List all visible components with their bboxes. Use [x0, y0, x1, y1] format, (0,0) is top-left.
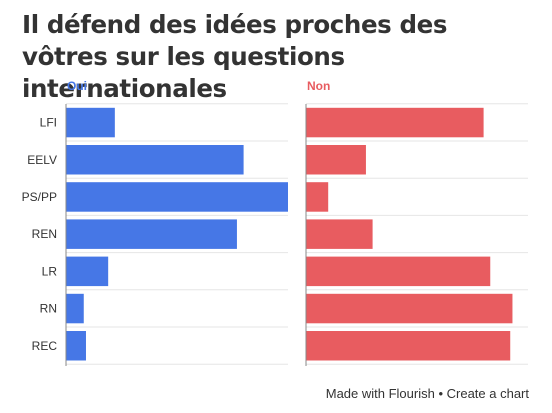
category-label: REC [32, 339, 58, 353]
chart-title: Il défend des idées proches des vôtres s… [22, 10, 448, 103]
bar-oui [66, 145, 244, 175]
bar-non [306, 182, 329, 212]
footer-separator: • [434, 386, 447, 401]
bar-non [306, 293, 513, 324]
category-label: LR [42, 264, 58, 278]
bar-oui [66, 256, 109, 287]
bar-oui [66, 182, 288, 212]
bar-oui [66, 219, 237, 249]
bar-oui [66, 331, 86, 361]
bar-non [306, 145, 366, 175]
category-label: EELV [27, 153, 57, 167]
series-header-non: Non [307, 79, 330, 93]
bar-oui [66, 107, 115, 138]
bar-non [306, 107, 484, 138]
category-label: RN [40, 302, 57, 316]
bar-non [306, 219, 373, 249]
bar-non [306, 331, 511, 361]
series-header-oui: Oui [67, 79, 87, 93]
category-label: LFI [40, 116, 57, 130]
flourish-link[interactable]: Made with Flourish [325, 386, 435, 401]
bar-oui [66, 293, 84, 324]
footer: Made with Flourish • Create a chart [326, 386, 529, 401]
category-label: PS/PP [22, 190, 57, 204]
bar-non [306, 256, 491, 287]
category-label: REN [32, 227, 57, 241]
create-chart-link[interactable]: Create a chart [446, 386, 529, 401]
